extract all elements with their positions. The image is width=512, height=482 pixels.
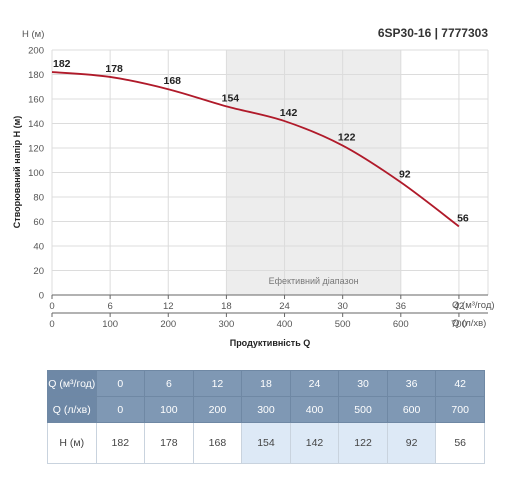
x2-tick-label: 0: [49, 319, 54, 330]
x-tick-label: 0: [49, 301, 54, 312]
table-cell: 92: [386, 422, 437, 464]
table-cell: 56: [435, 422, 485, 464]
x-tick-label: 12: [163, 301, 174, 312]
x-unit-label: Q (м³/год): [452, 300, 495, 311]
x2-tick-label: 600: [393, 319, 409, 330]
table-cell: 0: [95, 370, 146, 397]
x2-tick-label: 100: [102, 319, 118, 330]
x-axis-ticks: 0 6 12 18 24 30 36 42: [49, 295, 464, 312]
x2-tick-label: 500: [335, 319, 351, 330]
y-axis-title: Створюваний напір H (м): [12, 116, 22, 228]
data-label: 178: [105, 63, 123, 75]
data-label: 154: [222, 92, 240, 104]
table-cell: 182: [95, 422, 146, 464]
y-tick-label: 0: [39, 291, 44, 302]
chart-title: 6SP30-16 | 7777303: [378, 26, 488, 40]
y-tick-label: 100: [28, 168, 44, 179]
y-tick-label: 40: [33, 242, 44, 253]
x-tick-label: 6: [107, 301, 112, 312]
x-tick-label: 30: [337, 301, 348, 312]
y-axis-ticks: 0 20 40 60 80 100 120 140 160 180 200: [28, 46, 44, 302]
y-tick-label: 20: [33, 266, 44, 277]
table-cell: 200: [192, 396, 243, 423]
x2-tick-label: 300: [218, 319, 234, 330]
y-tick-label: 60: [33, 217, 44, 228]
x-tick-label: 24: [279, 301, 290, 312]
table-row-label: H (м): [47, 422, 97, 464]
x2-axis-ticks: 0 100 200 300 400 500 600 700: [49, 313, 467, 330]
table-cell: 500: [338, 396, 388, 423]
data-label: 56: [457, 212, 469, 224]
table-cell: 100: [144, 396, 194, 423]
data-label: 142: [280, 107, 298, 119]
table-cell: 0: [95, 396, 146, 423]
table-row-label: Q (м³/год): [47, 370, 97, 397]
y-tick-label: 80: [33, 193, 44, 204]
table-cell: 12: [192, 370, 243, 397]
pump-curve-chart: Ефективний діапазон 02040608010012014016…: [12, 26, 495, 348]
y-tick-label: 140: [28, 119, 44, 130]
table-cell: 600: [386, 396, 437, 423]
x2-tick-label: 700: [451, 319, 467, 330]
data-label: 122: [338, 132, 356, 144]
y-tick-label: 180: [28, 70, 44, 81]
x2-unit-label: Q (л/хв): [452, 318, 486, 329]
table-cell: 178: [144, 422, 194, 464]
table-row-label: Q (л/хв): [47, 396, 97, 423]
table-cell: 30: [338, 370, 388, 397]
x2-tick-label: 200: [160, 319, 176, 330]
x-tick-label: 36: [396, 301, 407, 312]
data-label: 168: [164, 75, 182, 87]
data-label: 92: [399, 168, 411, 180]
table-cell: 168: [192, 422, 243, 464]
data-labels: 182 178 168 154 142 122 92 56: [53, 58, 469, 224]
series-line: [51, 71, 460, 228]
table-row: Q (м³/год) 0 6 12 18 24 30 36 42: [47, 370, 485, 397]
range-label: Ефективний діапазон: [269, 276, 359, 286]
y-tick-label: 160: [28, 95, 44, 106]
table-cell: 700: [435, 396, 485, 423]
y-tick-label: 200: [28, 46, 44, 57]
table-cell: 122: [338, 422, 388, 464]
table-row: Q (л/хв) 0 100 200 300 400 500 600 700: [47, 396, 485, 423]
x-tick-label: 42: [454, 301, 465, 312]
table-cell: 42: [435, 370, 485, 397]
table-cell: 24: [289, 370, 340, 397]
table-cell: 154: [241, 422, 291, 464]
table-cell: 6: [144, 370, 194, 397]
table-cell: 18: [241, 370, 291, 397]
data-label: 182: [53, 58, 71, 70]
y-unit-label: H (м): [22, 29, 44, 40]
data-table: Q (м³/год) 0 6 12 18 24 30 36 42 Q (л/хв) 0 100 200 3…: [47, 370, 485, 464]
x-axis-title: Продуктивність Q: [230, 338, 311, 348]
x2-tick-label: 400: [277, 319, 293, 330]
y-tick-label: 120: [28, 144, 44, 155]
table-row: H (м) 182 178 168 154 142 122 92 56: [47, 422, 485, 464]
table-cell: 36: [386, 370, 437, 397]
table-cell: 300: [241, 396, 291, 423]
table-cell: 142: [289, 422, 340, 464]
x-tick-label: 18: [221, 301, 232, 312]
grid-lines: [51, 49, 489, 295]
table-cell: 400: [289, 396, 340, 423]
